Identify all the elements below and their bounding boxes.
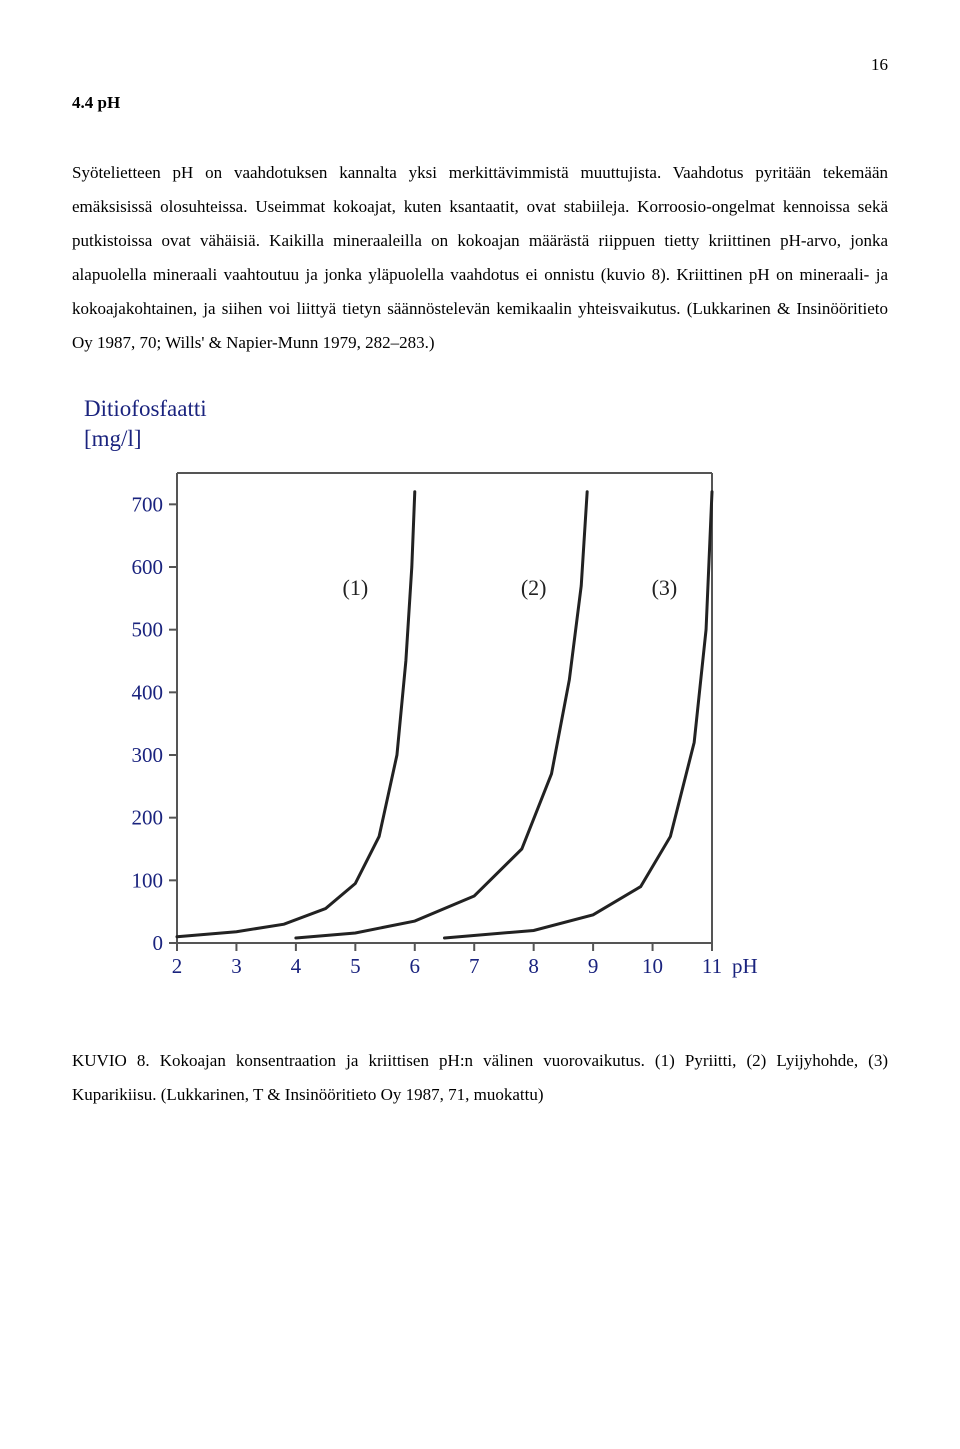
y-tick-label: 0 [153,931,164,955]
x-tick-label: 10 [642,954,663,978]
y-tick-label: 500 [132,618,164,642]
series-label-2: (2) [521,575,547,600]
y-axis-unit: [mg/l] [84,426,142,451]
x-tick-label: 8 [528,954,539,978]
x-tick-label: 3 [231,954,242,978]
x-tick-label: 2 [172,954,183,978]
plot-border [177,473,712,943]
x-axis-label: pH [732,954,758,978]
x-tick-label: 6 [410,954,421,978]
y-tick-label: 600 [132,555,164,579]
page-number: 16 [72,48,888,82]
series-label-1: (1) [343,575,369,600]
y-axis-title: Ditiofosfaatti [84,396,207,421]
y-tick-label: 100 [132,868,164,892]
x-tick-label: 5 [350,954,361,978]
y-tick-label: 200 [132,806,164,830]
body-paragraph: Syötelietteen pH on vaahdotuksen kannalt… [72,156,888,360]
section-heading: 4.4 pH [72,86,888,120]
x-tick-label: 7 [469,954,480,978]
figure-caption: KUVIO 8. Kokoajan konsentraation ja krii… [72,1044,888,1112]
y-tick-label: 300 [132,743,164,767]
figure-container: Ditiofosfaatti [mg/l] 0 100 200 300 400 500 600 7… [72,388,888,1020]
series-label-3: (3) [652,575,678,600]
x-tick-label: 9 [588,954,599,978]
x-tick-label: 4 [291,954,302,978]
y-tick-label: 700 [132,492,164,516]
curve-2 [296,492,587,938]
x-tick-label: 11 [702,954,722,978]
curve-1 [177,492,415,937]
ditiofosfaatti-ph-chart: Ditiofosfaatti [mg/l] 0 100 200 300 400 500 600 7… [72,388,772,1008]
y-tick-label: 400 [132,680,164,704]
curve-3 [445,492,713,938]
